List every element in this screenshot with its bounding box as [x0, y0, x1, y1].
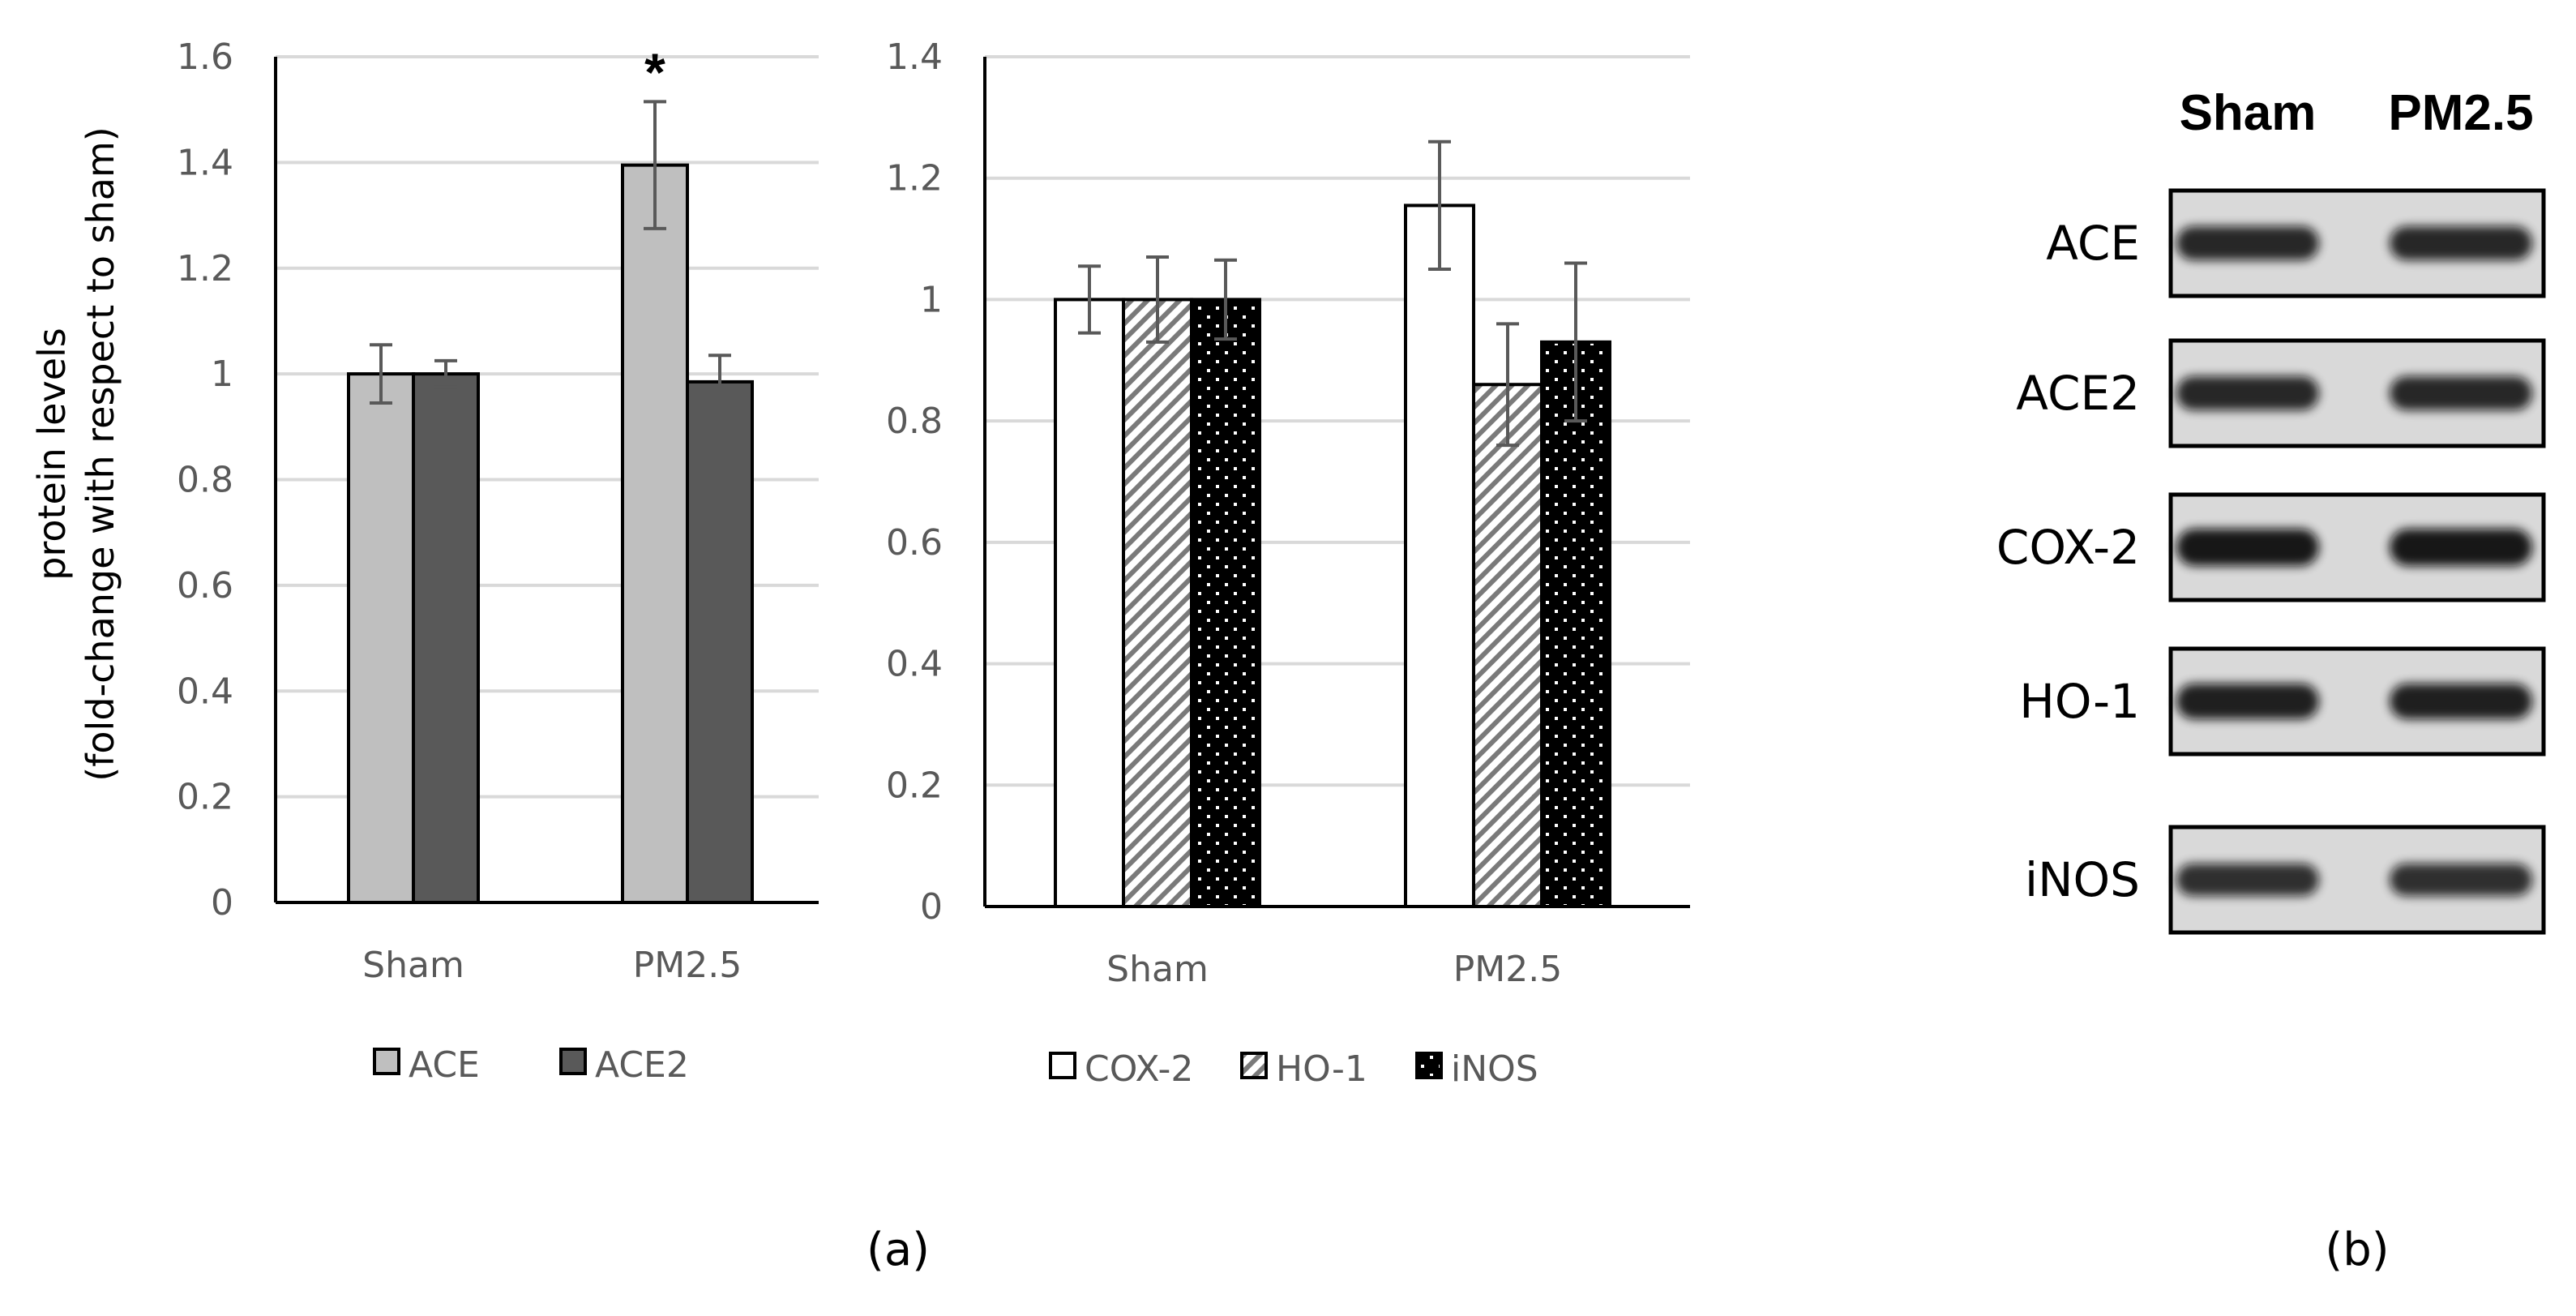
y-tick-label: 0.2 — [886, 765, 943, 806]
legend-label: ACE2 — [595, 1044, 689, 1086]
blot-row-label: ACE2 — [2016, 366, 2140, 421]
blot-band — [2390, 529, 2532, 566]
x-category-label: PM2.5 — [633, 945, 742, 986]
y-tick-label: 0 — [920, 886, 943, 928]
y-tick-label: 0.2 — [177, 777, 233, 818]
y-tick-label: 0 — [211, 882, 233, 924]
y-axis-title-line2: (fold-change with respect to sham) — [79, 126, 122, 781]
y-tick-label: 1.6 — [177, 36, 233, 78]
y-axis-title-line1: protein levels — [30, 328, 74, 581]
western-blot: Sham PM2.5 ACE ACE2 COX-2 HO-1 iNOS — [1996, 85, 2546, 935]
y-tick-label: 1.4 — [886, 36, 943, 78]
legend-label: ACE — [409, 1044, 480, 1086]
bar-ace-pm2.5 — [621, 163, 689, 904]
blot-band — [2390, 226, 2532, 260]
x-category-label: Sham — [362, 945, 464, 986]
legend-label: HO-1 — [1276, 1048, 1367, 1090]
bar-inos-sham — [1190, 298, 1261, 908]
legend-label: iNOS — [1451, 1048, 1538, 1090]
blot-band — [2176, 376, 2319, 410]
legend-ace: ACE ACE2 — [373, 1044, 689, 1086]
blot-band — [2390, 376, 2532, 410]
x-category-label: Sham — [1106, 949, 1209, 990]
bar-ace-sham — [347, 372, 415, 904]
chart-inflammation: 0 0.2 0.4 0.6 0.8 1 1.2 1.4 Sham PM2.5 — [886, 36, 1690, 990]
legend-inflammation: COX-2 HO-1 iNOS — [1049, 1048, 1538, 1090]
bar-cox-2-pm2.5 — [1404, 204, 1475, 908]
bar-ho-1-pm2.5 — [1472, 383, 1543, 908]
blot-row-label: iNOS — [2025, 852, 2140, 907]
y-tick-label: 0.4 — [177, 671, 233, 712]
legend-label: COX-2 — [1085, 1048, 1193, 1090]
bar-cox-2-sham — [1054, 298, 1125, 908]
blot-band — [2390, 684, 2532, 719]
blot-band — [2390, 864, 2532, 896]
blot-band — [2176, 684, 2319, 719]
y-tick-label: 0.6 — [177, 565, 233, 607]
blot-band — [2176, 864, 2319, 896]
bar-inos-pm2.5 — [1540, 340, 1611, 909]
bar-ho-1-sham — [1122, 298, 1193, 908]
bar-ace2-sham — [412, 372, 480, 904]
blot-band — [2176, 529, 2319, 566]
legend-swatch-ace — [373, 1048, 400, 1075]
blot-band — [2176, 226, 2319, 260]
blot-row-label: HO-1 — [2019, 674, 2140, 729]
y-tick-label: 0.8 — [886, 401, 943, 442]
y-tick-label: 1.2 — [177, 248, 233, 289]
x-category-label: PM2.5 — [1453, 949, 1562, 990]
panel-label-b: (b) — [2325, 1224, 2389, 1276]
blot-column-header: Sham — [2180, 85, 2317, 141]
bar-ace2-pm2.5 — [686, 379, 754, 904]
legend-swatch-cox-2 — [1049, 1052, 1076, 1079]
y-tick-label: 1 — [211, 354, 233, 395]
blot-column-header: PM2.5 — [2388, 85, 2533, 141]
y-tick-label: 1.2 — [886, 158, 943, 199]
y-tick-label: 1.4 — [177, 142, 233, 183]
y-tick-label: 1 — [920, 279, 943, 320]
blot-row-label: COX-2 — [1996, 520, 2140, 575]
legend-swatch-ho-1 — [1240, 1052, 1268, 1079]
blot-row-label: ACE — [2046, 216, 2140, 271]
panel-label-a: (a) — [867, 1224, 930, 1276]
y-tick-label: 0.8 — [177, 460, 233, 501]
y-tick-label: 0.6 — [886, 522, 943, 564]
y-axis-title: protein levels (fold-change with respect… — [30, 126, 122, 781]
y-tick-label: 0.4 — [886, 644, 943, 685]
legend-swatch-ace2 — [559, 1048, 587, 1075]
chart-ace: 0 0.2 0.4 0.6 0.8 1 1.2 1.4 1.6 Sham PM2.5 — [177, 36, 819, 986]
legend-swatch-inos — [1415, 1052, 1443, 1079]
significance-marker: * — [644, 42, 665, 102]
